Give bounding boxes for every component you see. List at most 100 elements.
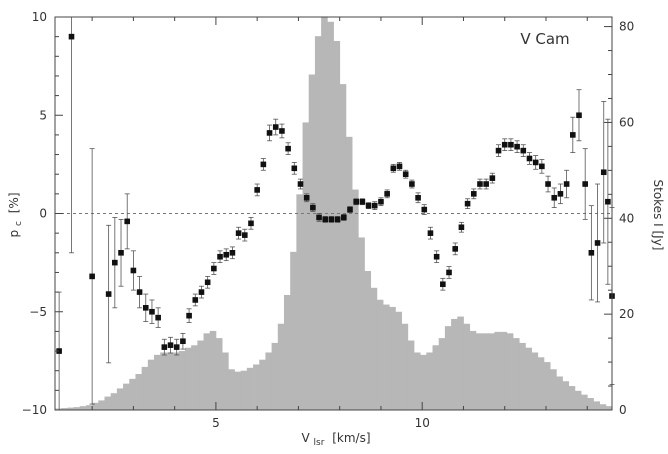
data-point <box>446 269 452 276</box>
histogram-bar <box>110 393 118 410</box>
data-point <box>600 169 607 176</box>
data-point-group <box>112 217 118 309</box>
histogram-bar <box>339 84 347 410</box>
data-point-group <box>396 162 403 171</box>
data-point <box>316 214 322 221</box>
data-point-group <box>545 175 551 193</box>
data-point <box>173 344 180 350</box>
histogram-bar <box>172 352 180 410</box>
histogram-bar <box>160 352 167 410</box>
data-point <box>570 132 576 138</box>
data-point <box>514 143 520 150</box>
histogram-layer <box>55 17 613 411</box>
histogram-bar <box>283 294 291 410</box>
data-point-group <box>130 250 137 291</box>
data-point-group <box>440 277 446 291</box>
data-point <box>322 216 329 223</box>
data-point-group <box>229 246 236 260</box>
data-point-group <box>501 138 508 152</box>
data-point <box>105 291 112 297</box>
data-point-group <box>415 192 421 204</box>
data-point-group <box>464 198 471 209</box>
data-point-group <box>167 336 174 354</box>
y-right-tick-label: 20 <box>619 307 634 321</box>
data-point <box>186 312 192 319</box>
data-point <box>248 220 254 227</box>
histogram-bar <box>321 17 328 410</box>
data-point <box>112 259 118 266</box>
histogram-bar <box>166 352 173 410</box>
histogram-bar <box>593 401 601 410</box>
data-point <box>402 171 409 177</box>
histogram-bar <box>457 316 464 410</box>
y-left-tick-label: 10 <box>32 10 47 24</box>
data-point-group <box>241 228 248 242</box>
histogram-bar <box>605 406 613 410</box>
y-axis-left-title-main: p <box>7 230 21 238</box>
data-point <box>223 251 230 258</box>
histogram-bar <box>463 323 471 410</box>
histogram-bar <box>79 406 87 410</box>
data-point <box>347 206 353 213</box>
data-point <box>204 279 211 286</box>
data-point <box>371 202 378 209</box>
data-point <box>440 281 446 288</box>
histogram-bar <box>265 352 273 410</box>
histogram-bar <box>376 299 384 410</box>
histogram-bar <box>67 407 74 410</box>
histogram-bar <box>135 374 143 410</box>
data-point <box>427 230 434 236</box>
data-point-group <box>223 248 230 262</box>
data-point <box>588 250 595 256</box>
histogram-bar <box>197 340 204 410</box>
data-point <box>495 147 502 154</box>
x-axis-title-sub: lsr <box>314 438 325 448</box>
histogram-bar <box>154 354 161 410</box>
y-left-tick-label: 5 <box>39 108 47 122</box>
data-point-group <box>149 299 155 324</box>
histogram-bar <box>333 40 341 411</box>
data-point <box>557 191 564 197</box>
data-point-group <box>353 198 359 206</box>
data-point-group <box>551 187 558 209</box>
data-point <box>142 305 149 311</box>
data-point-group <box>470 188 477 200</box>
data-point <box>489 175 496 181</box>
data-point-group <box>576 89 582 142</box>
histogram-bar <box>358 237 365 410</box>
data-point-group <box>520 144 527 157</box>
data-point <box>130 267 137 274</box>
data-point <box>303 194 310 201</box>
histogram-bar <box>203 333 211 410</box>
data-point <box>198 289 205 295</box>
data-point-group <box>198 285 205 299</box>
histogram-bar <box>420 354 427 410</box>
histogram-bar <box>352 189 359 410</box>
data-point-group <box>334 216 341 223</box>
histogram-bar <box>345 136 353 410</box>
histogram-bar <box>85 405 93 410</box>
data-point-group <box>495 144 502 157</box>
data-point <box>477 181 483 187</box>
data-point <box>359 198 366 205</box>
histogram-bar <box>395 311 402 410</box>
data-point <box>180 338 186 345</box>
data-point <box>211 265 217 272</box>
histogram-bar <box>574 390 582 410</box>
histogram-bar <box>234 371 242 410</box>
histogram-bar <box>550 369 557 410</box>
data-point <box>254 187 260 193</box>
y-axis-left-title-unit: [%] <box>7 193 21 214</box>
data-point <box>241 232 248 238</box>
data-point-group <box>303 193 310 203</box>
data-point <box>582 181 588 187</box>
data-point-group <box>594 183 601 303</box>
data-point-group <box>452 242 459 256</box>
data-point <box>396 163 403 170</box>
y-right-tick-label: 0 <box>619 403 627 417</box>
histogram-bar <box>271 342 279 410</box>
y-right-tick-label: 80 <box>619 20 634 34</box>
data-point <box>341 214 347 221</box>
data-point <box>235 230 242 236</box>
data-point-group <box>180 332 186 350</box>
